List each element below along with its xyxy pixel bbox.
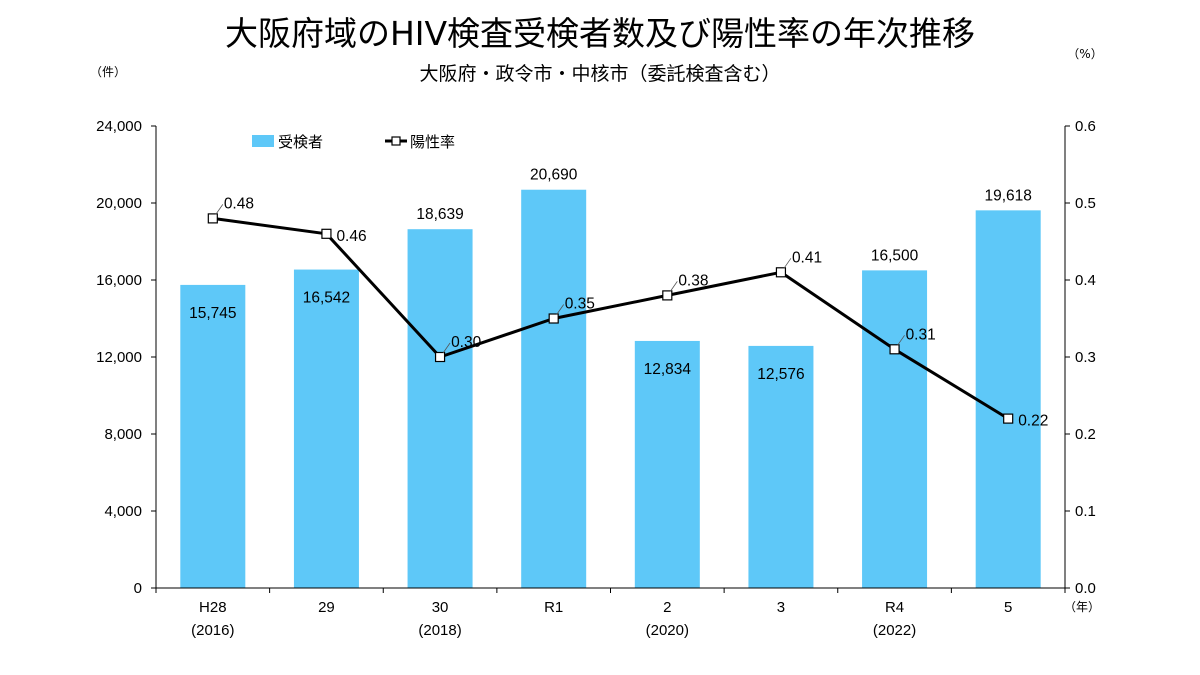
rate-marker <box>548 313 559 324</box>
y-left-tick-label: 16,000 <box>96 272 142 289</box>
rate-value-label: 0.41 <box>792 249 822 266</box>
chart-subtitle: 大阪府・政令市・中核市（委託検査含む） <box>419 63 781 85</box>
x-tick-label: 5 <box>1004 599 1012 616</box>
y-right-tick-label: 0.3 <box>1075 349 1096 366</box>
rate-marker <box>207 213 218 224</box>
y-right-tick-label: 0.0 <box>1075 580 1096 597</box>
y-left-tick-label: 20,000 <box>96 195 142 212</box>
rate-value-label: 0.48 <box>224 195 254 212</box>
x-tick-label: R1 <box>544 599 563 616</box>
legend-label-line: 陽性率 <box>410 133 455 151</box>
rate-marker <box>1003 413 1014 424</box>
y-right-tick-label: 0.5 <box>1075 195 1096 212</box>
rate-leader <box>897 335 905 346</box>
x-tick-sublabel: (2022) <box>873 622 916 639</box>
rate-value-label: 0.22 <box>1018 413 1048 430</box>
bar <box>293 269 359 588</box>
x-tick-sublabel: (2016) <box>191 622 234 639</box>
bar-value-label: 20,690 <box>530 167 578 184</box>
rate-leader <box>783 258 792 269</box>
rate-marker <box>662 290 673 301</box>
rate-leader <box>556 304 565 315</box>
x-tick-label: R4 <box>885 599 904 616</box>
y-right-tick-label: 0.6 <box>1075 118 1096 135</box>
x-tick-label: H28 <box>199 599 227 616</box>
x-tick-sublabel: (2020) <box>646 622 689 639</box>
bar <box>748 345 814 588</box>
rate-value-label: 0.35 <box>565 296 595 313</box>
x-unit: （年） <box>1064 600 1100 614</box>
rate-value-label: 0.38 <box>678 272 708 289</box>
y-left-unit: （件） <box>90 65 126 79</box>
bar-value-label: 12,576 <box>757 366 804 383</box>
legend-swatch-bar <box>252 135 274 147</box>
rate-leader <box>215 204 224 215</box>
rate-leader <box>442 342 451 354</box>
rate-marker <box>434 351 446 363</box>
rate-marker <box>321 228 332 239</box>
bar-value-label: 18,639 <box>416 206 463 223</box>
y-left-tick-label: 4,000 <box>104 503 142 520</box>
x-tick-sublabel: (2018) <box>418 622 461 639</box>
bar-value-label: 15,745 <box>189 305 236 322</box>
bar-value-label: 16,542 <box>303 290 350 307</box>
x-tick-label: 29 <box>318 599 335 616</box>
x-tick-label: 3 <box>777 599 785 616</box>
bar-value-label: 12,834 <box>644 361 692 378</box>
rate-marker <box>775 267 787 278</box>
bar <box>180 284 246 588</box>
y-left-tick-label: 24,000 <box>96 118 142 135</box>
y-left-tick-label: 8,000 <box>104 426 142 443</box>
bar <box>862 270 928 588</box>
rate-value-label: 0.31 <box>906 326 936 343</box>
y-right-unit: （%） <box>1067 47 1102 61</box>
y-right-tick-label: 0.2 <box>1075 426 1096 443</box>
x-tick-label: 2 <box>663 599 671 616</box>
bar <box>634 340 700 588</box>
y-right-tick-label: 0.4 <box>1075 272 1096 289</box>
y-left-tick-label: 0 <box>134 580 142 597</box>
bar <box>975 210 1041 588</box>
rate-value-label: 0.30 <box>451 334 482 351</box>
y-left-tick-label: 12,000 <box>96 349 142 366</box>
rate-marker <box>889 344 900 355</box>
bar-value-label: 19,618 <box>984 187 1031 204</box>
legend-label-bar: 受検者 <box>278 133 323 151</box>
rate-value-label: 0.46 <box>336 228 366 245</box>
bar-value-label: 16,500 <box>871 247 919 264</box>
legend-swatch-marker <box>391 136 401 146</box>
rate-line <box>212 216 1009 420</box>
bar <box>521 189 587 588</box>
bar <box>407 229 473 588</box>
x-tick-label: 30 <box>432 599 449 616</box>
rate-leader <box>669 281 678 292</box>
chart-title: 大阪府域のHIV検査受検者数及び陽性率の年次推移 <box>224 14 976 53</box>
y-right-tick-label: 0.1 <box>1075 503 1096 520</box>
